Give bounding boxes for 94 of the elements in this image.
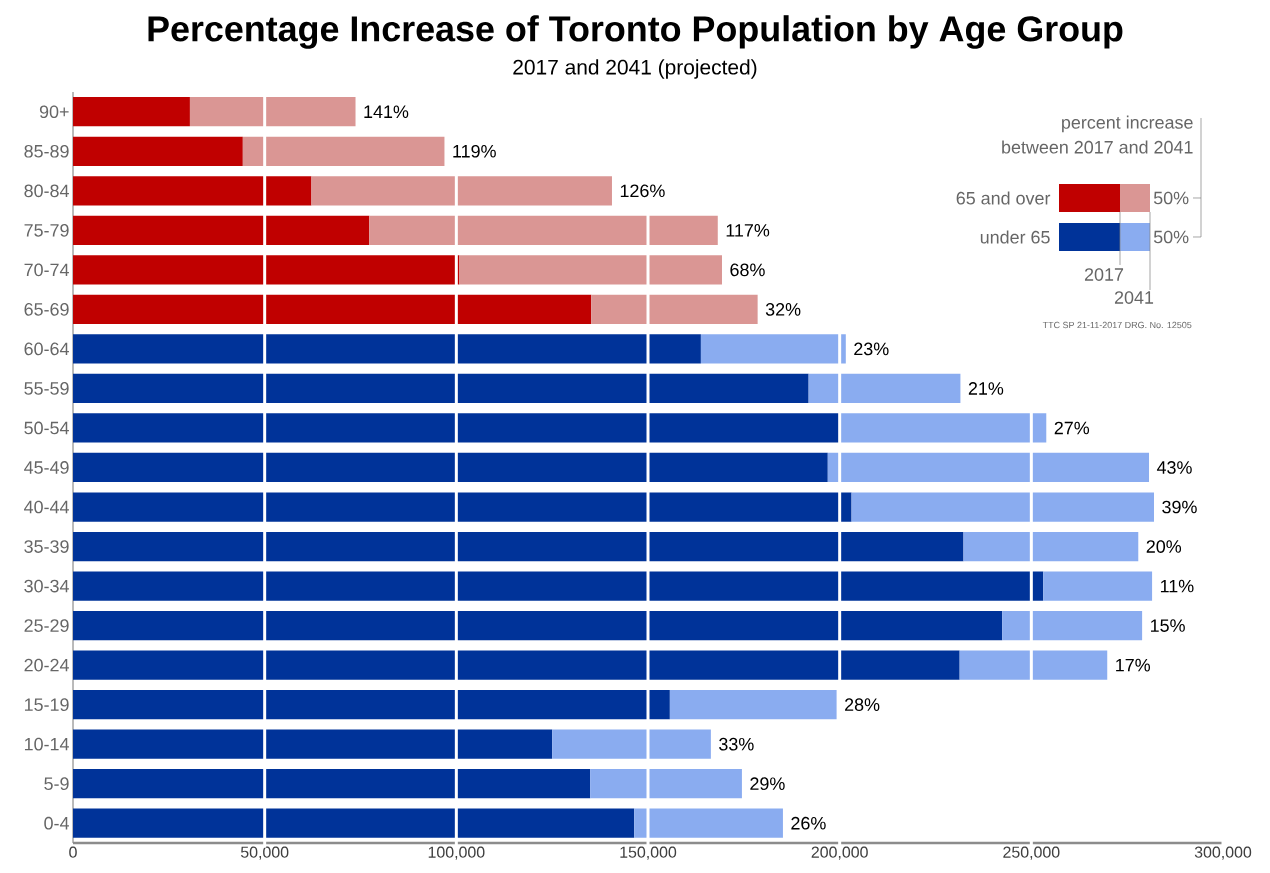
bar — [73, 176, 312, 206]
bar — [959, 650, 1108, 680]
bar — [242, 136, 445, 166]
y-tick-label: 45-49 — [24, 461, 69, 474]
bar — [634, 808, 783, 838]
annotation: 33% — [719, 737, 754, 751]
bar — [963, 531, 1139, 562]
y-tick-label: 10-14 — [24, 737, 69, 751]
bar — [591, 294, 758, 324]
text: 2041 — [1114, 291, 1154, 304]
bar — [73, 531, 964, 562]
bar — [73, 571, 1044, 601]
bar — [590, 769, 742, 799]
bar — [189, 97, 356, 127]
annotation: 117% — [726, 224, 770, 237]
bar — [808, 373, 961, 404]
bar — [73, 492, 852, 522]
annotation: between 2017 and 2041 — [1002, 140, 1193, 154]
bar — [73, 373, 809, 404]
bar — [73, 136, 243, 166]
x-tick-label: 250,000 — [1003, 846, 1060, 860]
annotation: 32% — [765, 303, 801, 316]
bar — [73, 334, 701, 364]
chart-subtitle: 2017 and 2041 (projected) — [513, 59, 757, 79]
bar — [827, 452, 1150, 483]
x-tick-label: 50,000 — [240, 846, 289, 860]
annotation: 43% — [1156, 461, 1192, 474]
x-tick-label: 150,000 — [620, 846, 677, 860]
annotation: 21% — [968, 382, 1004, 395]
chart-title: Percentage Increase of Toronto Population by Age Group — [148, 15, 1123, 49]
bar — [311, 176, 612, 206]
y-tick-label: 30-34 — [24, 579, 69, 593]
annotation: percent increase — [1062, 115, 1193, 133]
annotation: 119% — [453, 144, 496, 158]
bar — [73, 255, 460, 285]
y-tick-label: 50-54 — [24, 421, 69, 435]
annotation: 15% — [1151, 619, 1185, 632]
bar — [73, 650, 960, 680]
bar — [73, 413, 841, 443]
annotation: 68% — [730, 263, 765, 277]
y-tick-label: 5-9 — [44, 777, 69, 791]
annotation: 39% — [1162, 500, 1197, 514]
annotation: 26% — [791, 816, 826, 830]
x-tick-label: 100,000 — [428, 846, 485, 860]
y-tick-label: 85-89 — [24, 144, 69, 158]
bar — [851, 492, 1154, 522]
annotation: 11% — [1160, 579, 1194, 593]
y-tick-label: 80-84 — [24, 184, 69, 198]
bar — [73, 215, 370, 245]
annotation: 28% — [845, 698, 880, 711]
bar — [73, 610, 1003, 641]
bar — [1043, 571, 1153, 601]
y-tick-label: 60-64 — [24, 342, 69, 356]
bar — [73, 452, 828, 483]
y-tick-label: 40-44 — [24, 500, 69, 514]
y-tick-label: 25-29 — [24, 619, 69, 632]
bar — [700, 334, 846, 364]
annotation: 29% — [750, 777, 785, 791]
y-tick-label: 0-4 — [44, 816, 69, 830]
annotation: 126% — [620, 184, 665, 198]
bar — [73, 729, 553, 759]
annotation: 27% — [1054, 421, 1090, 435]
x-tick-label: 0 — [69, 846, 77, 858]
x-tick-label: 200,000 — [811, 846, 868, 860]
annotation: 141% — [364, 105, 409, 119]
bar — [73, 97, 190, 127]
legend-label: 2017 — [1084, 268, 1124, 281]
annotation: 20% — [1146, 540, 1182, 553]
bar — [73, 294, 592, 324]
y-tick-label: 75-79 — [24, 223, 69, 237]
annotation: under 65 — [980, 230, 1050, 244]
bar — [840, 413, 1047, 443]
annotation: 50% — [1153, 191, 1189, 205]
bar — [73, 808, 635, 838]
annotation: 50% — [1153, 230, 1189, 244]
bar — [669, 690, 837, 720]
bar — [1002, 610, 1143, 641]
y-tick-label: 15-19 — [24, 698, 69, 711]
y-tick-label: 90+ — [39, 105, 69, 119]
y-tick-label: 35-39 — [24, 540, 69, 553]
annotation: 65 and over — [956, 191, 1051, 205]
bar — [73, 690, 670, 720]
annotation: 17% — [1116, 658, 1151, 672]
bar — [369, 215, 718, 245]
bar — [552, 729, 711, 759]
annotation: TTC SP 21-11-2017 DRG. No. 12505 — [1042, 321, 1192, 329]
bar — [73, 769, 591, 799]
x-tick-label: 300,000 — [1194, 846, 1252, 860]
y-tick-label: 20-24 — [24, 658, 69, 672]
bar — [459, 255, 722, 285]
y-tick-label: 55-59 — [24, 382, 69, 395]
annotation: 23% — [854, 342, 889, 356]
y-tick-label: 65-69 — [24, 303, 69, 316]
y-tick-label: 70-74 — [24, 263, 69, 277]
